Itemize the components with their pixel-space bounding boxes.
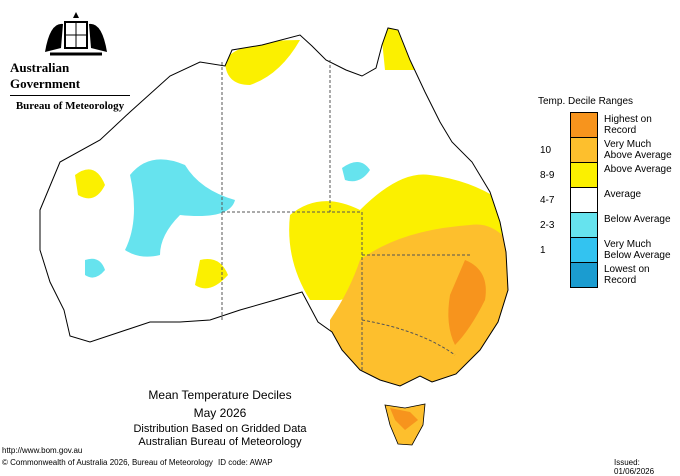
- legend-swatch: [571, 113, 597, 138]
- legend-label: Very Much Below Average: [604, 239, 671, 261]
- coat-of-arms: [45, 12, 107, 56]
- map-title: Mean Temperature Deciles: [148, 388, 292, 402]
- region-above-average: [380, 28, 420, 70]
- agency-name: Bureau of Meteorology: [10, 95, 130, 112]
- map-method: Distribution Based on Gridded Data: [133, 423, 307, 435]
- map-source: Australian Bureau of Meteorology: [138, 436, 302, 448]
- map: [39, 27, 509, 446]
- legend-label: Below Average: [604, 214, 671, 225]
- region-above-average: [195, 259, 228, 289]
- government-name: Australian Government: [10, 60, 81, 91]
- legend-swatch: [571, 213, 597, 238]
- legend-label: Highest on Record: [604, 114, 652, 136]
- legend: [570, 112, 598, 288]
- region-above-average: [75, 169, 105, 199]
- legend-label: Average: [604, 189, 642, 200]
- region-below-average: [342, 161, 370, 182]
- issued: Issued: 01/06/2026: [614, 458, 655, 476]
- legend-range: 1: [540, 245, 546, 256]
- tasmania-highest: [390, 408, 418, 430]
- legend-label: Very Much Above Average: [604, 139, 672, 161]
- legend-range: 10: [540, 145, 552, 156]
- id-code: ID code: AWAP: [218, 458, 273, 467]
- copyright: © Commonwealth of Australia 2026, Bureau…: [2, 458, 213, 467]
- map-period: May 2026: [193, 406, 247, 420]
- legend-swatch: [571, 163, 597, 188]
- legend-swatch: [571, 263, 597, 287]
- state-borders: [221, 60, 470, 370]
- legend-range: 4-7: [540, 195, 555, 206]
- government-logo: Australian Government Bureau of Meteorol…: [10, 60, 130, 112]
- url[interactable]: http://www.bom.gov.au: [2, 446, 83, 455]
- region-below-average: [125, 159, 235, 257]
- region-highest: [448, 260, 486, 345]
- coastline: [39, 27, 509, 387]
- region-above-average: [225, 40, 300, 85]
- legend-swatch: [571, 138, 597, 163]
- legend-swatch: [571, 238, 597, 263]
- legend-title: Temp. Decile Ranges: [538, 96, 634, 107]
- legend-range: 8-9: [540, 170, 555, 181]
- legend-label: Lowest on Record: [604, 264, 650, 286]
- legend-label: Above Average: [604, 164, 672, 175]
- legend-range: 2-3: [540, 220, 555, 231]
- region-below-average: [85, 258, 105, 278]
- legend-swatch: [571, 188, 597, 213]
